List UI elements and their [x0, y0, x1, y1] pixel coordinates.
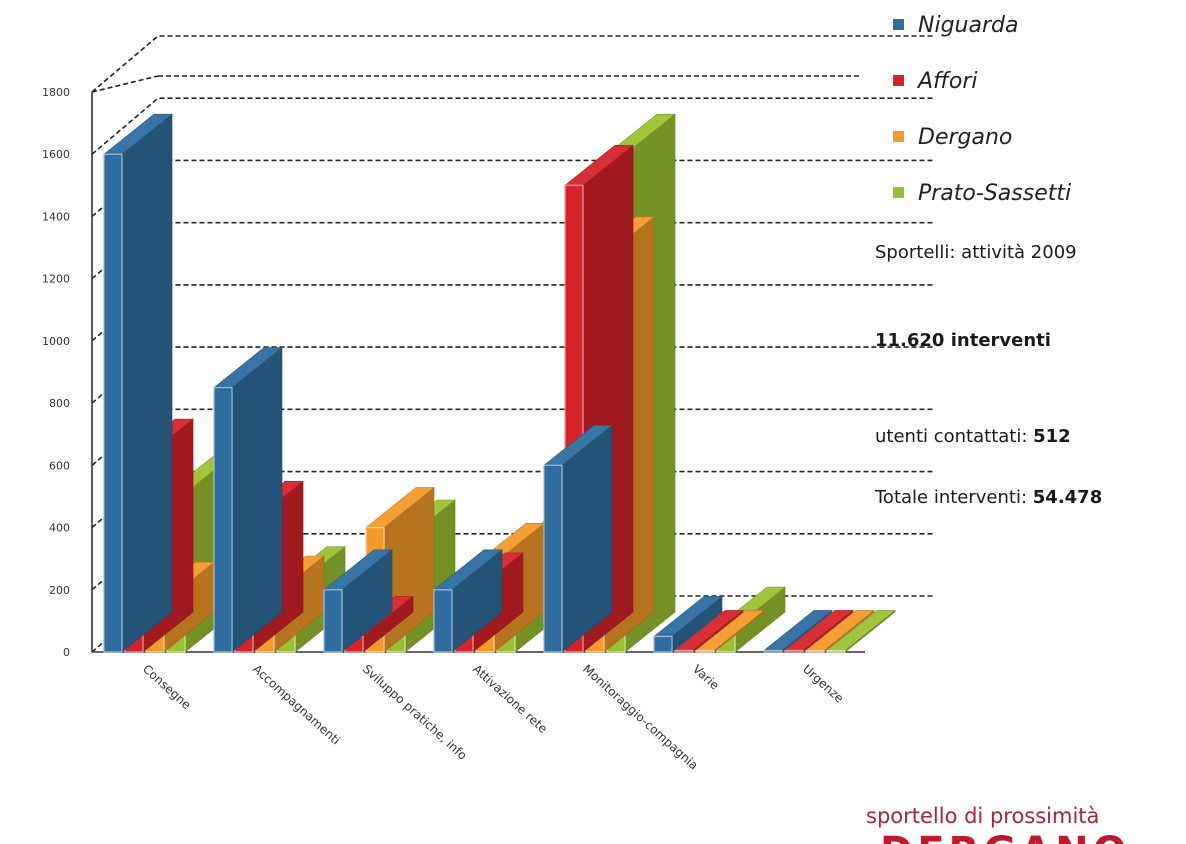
y-axis: 0 200 400 600 800 1000 1200 1400 1600 1800	[42, 75, 865, 659]
gridline	[91, 35, 935, 93]
subtitle-annotation: Sportelli: attività 2009	[875, 242, 1077, 263]
bar	[695, 609, 765, 653]
bar-side	[231, 346, 283, 653]
bar-front	[805, 649, 825, 653]
x-tick-label: Monitoraggio-compagnia	[580, 662, 701, 773]
bar	[653, 595, 723, 653]
bar	[103, 113, 173, 653]
bar	[213, 346, 283, 653]
bar	[323, 549, 393, 653]
branding-text: sportello di prossimità	[866, 804, 1100, 828]
totale-label: Totale interventi:	[875, 487, 1033, 508]
bar	[674, 609, 744, 653]
y-tick-label: 1600	[42, 148, 70, 161]
legend-swatch	[893, 131, 904, 142]
bar-front	[784, 649, 804, 653]
bar	[433, 549, 503, 653]
axis-depth-line	[91, 75, 159, 93]
bar-front	[103, 153, 123, 653]
legend-label: Niguarda	[918, 13, 1018, 38]
bar-front	[323, 589, 343, 653]
x-tick-label: Consegne	[140, 662, 194, 712]
legend: Niguarda Affori Dergano Prato-Sassetti	[893, 13, 1071, 206]
bar-side	[121, 113, 173, 653]
totale-value: 54.478	[1032, 487, 1103, 508]
y-tick-label: 1400	[42, 210, 70, 223]
x-tick-label: Varie	[690, 662, 722, 693]
gridline	[91, 284, 935, 342]
bar-front	[213, 386, 233, 653]
interventi-annotation: 11.620 interventi	[875, 330, 1051, 351]
legend-swatch	[893, 75, 904, 86]
bar	[826, 609, 896, 653]
y-tick-label: 1200	[42, 273, 70, 286]
bar-front	[763, 649, 783, 653]
bar-front	[653, 635, 673, 653]
utenti-value: 512	[1033, 426, 1071, 447]
legend-swatch	[893, 19, 904, 30]
bars	[103, 113, 896, 653]
x-axis-labels: Consegne Accompagnamenti Sviluppo pratiche…	[140, 662, 846, 773]
bar	[763, 609, 833, 653]
gridline	[91, 221, 935, 280]
x-tick-label: Attivazione rete	[470, 662, 550, 736]
y-tick-label: 400	[49, 522, 70, 535]
y-tick-label: 600	[49, 459, 70, 472]
legend-label: Affori	[916, 69, 978, 94]
utenti-label: utenti contattati:	[875, 426, 1034, 447]
bar-front	[433, 589, 453, 653]
branding-logo-text: DERGANO	[880, 834, 1186, 844]
y-tick-label: 800	[49, 397, 70, 410]
legend-swatch	[893, 187, 904, 198]
legend-label: Prato-Sassetti	[918, 181, 1071, 206]
x-tick-label: Sviluppo pratiche, info	[360, 662, 470, 763]
gridline	[91, 159, 935, 218]
y-tick-label: 200	[49, 584, 70, 597]
bar-front	[695, 649, 715, 653]
bar	[805, 609, 875, 653]
utenti-annotation: utenti contattati: 512	[875, 426, 1071, 447]
gridline	[91, 97, 935, 155]
y-tick-label: 0	[63, 646, 70, 659]
legend-label: Dergano	[918, 125, 1012, 150]
bar-front	[674, 649, 694, 653]
bar-front	[543, 464, 563, 653]
x-tick-label: Accompagnamenti	[250, 662, 343, 748]
y-tick-label: 1000	[42, 335, 70, 348]
x-tick-label: Urgenze	[800, 662, 846, 706]
y-tick-label: 1800	[42, 86, 70, 99]
bar-front	[826, 649, 846, 653]
totale-annotation: Totale interventi: 54.478	[875, 487, 1102, 508]
branding-logo: DERGANO	[880, 834, 1186, 844]
bar	[784, 609, 854, 653]
bar	[543, 424, 613, 653]
